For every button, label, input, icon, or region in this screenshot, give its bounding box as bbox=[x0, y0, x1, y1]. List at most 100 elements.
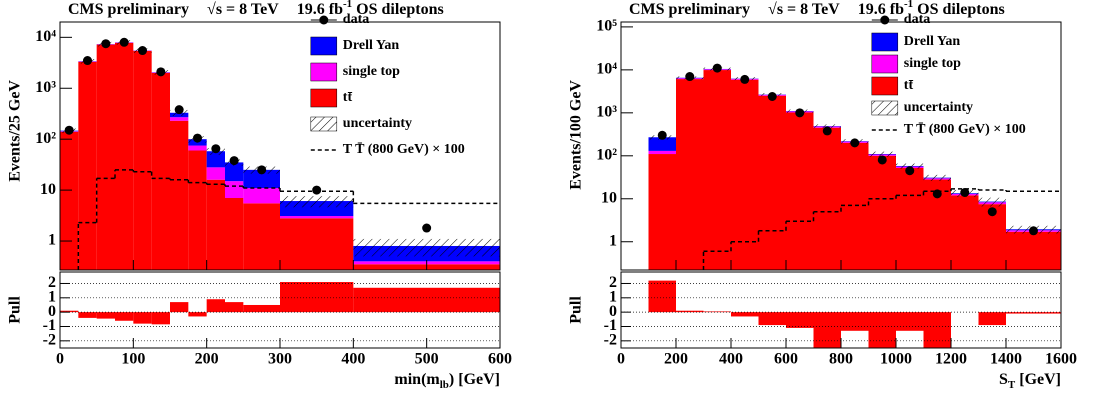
data-point bbox=[229, 156, 239, 166]
x-tick-label: 100 bbox=[121, 351, 145, 368]
data-point bbox=[312, 185, 322, 195]
y-tick-label: 10³ bbox=[596, 104, 617, 121]
title-text: CMS preliminary bbox=[629, 1, 750, 18]
data-point bbox=[987, 207, 997, 217]
channel: OS dileptons bbox=[917, 1, 1005, 18]
data-point bbox=[211, 144, 221, 154]
histogram-bar bbox=[206, 167, 225, 180]
y-tick-label: 1 bbox=[48, 232, 56, 249]
histogram-bar bbox=[868, 155, 896, 270]
data-point bbox=[257, 165, 267, 175]
histogram-bar bbox=[188, 150, 207, 270]
y-tick-label: 10² bbox=[35, 130, 56, 147]
pull-bar bbox=[170, 302, 189, 313]
x-tick-label: 300 bbox=[268, 351, 292, 368]
uncertainty-band bbox=[280, 196, 354, 208]
uncertainty-band bbox=[353, 238, 500, 257]
x-label-subscript: T bbox=[1008, 379, 1016, 391]
histogram-bar bbox=[951, 195, 979, 270]
plot-area bbox=[60, 37, 500, 270]
histogram-bar bbox=[731, 79, 759, 270]
pull-bar bbox=[1006, 312, 1061, 314]
histogram-bar bbox=[115, 42, 134, 270]
legend-key bbox=[310, 88, 338, 108]
legend-label: data bbox=[343, 12, 369, 27]
legend-label: uncertainty bbox=[343, 116, 412, 131]
y-tick-label: -2 bbox=[604, 332, 617, 349]
y-tick-label: 1 bbox=[609, 288, 617, 305]
chart-title: CMS preliminary √s = 8 TeV 19.6 fb-1 OS dil… bbox=[629, 0, 1005, 18]
histogram-bar bbox=[648, 150, 676, 155]
energy: √s = 8 TeV bbox=[207, 1, 279, 18]
histogram-bar bbox=[280, 216, 354, 219]
histogram-bar bbox=[648, 137, 676, 151]
legend-label: single top bbox=[904, 56, 961, 71]
legend-label: tt̄ bbox=[343, 90, 353, 105]
histogram-bar bbox=[151, 72, 170, 270]
legend-label: Drell Yan bbox=[904, 34, 961, 49]
pull-axis-label: Pull bbox=[568, 296, 585, 324]
data-point bbox=[1029, 226, 1038, 236]
x-label-subscript: lb bbox=[440, 379, 449, 391]
lumi: 19.6 fb bbox=[858, 1, 904, 18]
data-point bbox=[932, 189, 942, 199]
y-tick-label: 2 bbox=[609, 274, 617, 291]
legend-label: T T̄ (800 GeV) × 100 bbox=[904, 122, 1026, 137]
data-point bbox=[64, 125, 74, 135]
pull-bar bbox=[676, 310, 704, 313]
legend-key bbox=[310, 36, 338, 56]
y-tick-label: 0 bbox=[48, 303, 56, 320]
data-point bbox=[850, 138, 860, 148]
pull-bar bbox=[703, 311, 731, 313]
x-tick-label: 400 bbox=[719, 351, 743, 368]
lumi: 19.6 fb bbox=[297, 1, 343, 18]
legend-key bbox=[871, 54, 899, 74]
data-point bbox=[795, 108, 805, 118]
legend-label: uncertainty bbox=[904, 100, 973, 115]
y-tick-label: 0 bbox=[609, 303, 617, 320]
y-axis-label: Events/25 GeV bbox=[7, 80, 24, 182]
data-point bbox=[174, 105, 184, 115]
histogram-bar bbox=[170, 120, 189, 270]
x-tick-label: 1600 bbox=[1045, 351, 1077, 368]
data-point bbox=[119, 37, 129, 47]
x-tick-label: 600 bbox=[774, 351, 798, 368]
y-tick-label: 1 bbox=[609, 232, 617, 249]
x-tick-label: 0 bbox=[56, 351, 64, 368]
data-point bbox=[193, 133, 202, 143]
x-label-main: min(m bbox=[394, 371, 440, 388]
data-point bbox=[101, 39, 111, 49]
data-point bbox=[138, 46, 147, 56]
legend-key bbox=[310, 116, 338, 132]
x-label-unit: ) [GeV] bbox=[449, 371, 500, 388]
data-point bbox=[156, 67, 166, 77]
uncertainty-band bbox=[896, 163, 924, 169]
data-point bbox=[822, 126, 832, 136]
pull-area bbox=[60, 282, 500, 325]
x-tick-label: 500 bbox=[415, 351, 439, 368]
pull-bar bbox=[841, 312, 869, 331]
histogram-bar bbox=[280, 218, 354, 270]
chart-title: CMS preliminary √s = 8 TeV 19.6 fb-1 OS dil… bbox=[68, 0, 444, 18]
pull-bar bbox=[731, 312, 759, 317]
histogram-bar bbox=[243, 203, 280, 270]
uncertainty-band bbox=[923, 174, 951, 181]
y-tick-label: 2 bbox=[48, 274, 56, 291]
pull-axis-label: Pull bbox=[7, 296, 24, 324]
histogram-bar bbox=[841, 142, 869, 270]
data-point bbox=[905, 166, 915, 176]
x-tick-label: 800 bbox=[829, 351, 853, 368]
legend-label: Drell Yan bbox=[343, 38, 400, 53]
legend-label: T T̄ (800 GeV) × 100 bbox=[343, 142, 465, 157]
histogram-bar bbox=[648, 154, 676, 270]
y-tick-label: -2 bbox=[43, 332, 56, 349]
pull-bar bbox=[225, 302, 244, 313]
y-tick-label: 10² bbox=[596, 146, 617, 163]
pull-bar bbox=[96, 312, 115, 319]
uncertainty-band bbox=[813, 124, 841, 129]
data-point bbox=[740, 74, 750, 84]
data-point bbox=[712, 63, 722, 73]
data-point bbox=[960, 187, 970, 197]
plot-area bbox=[648, 63, 1061, 270]
legend-key bbox=[310, 62, 338, 82]
